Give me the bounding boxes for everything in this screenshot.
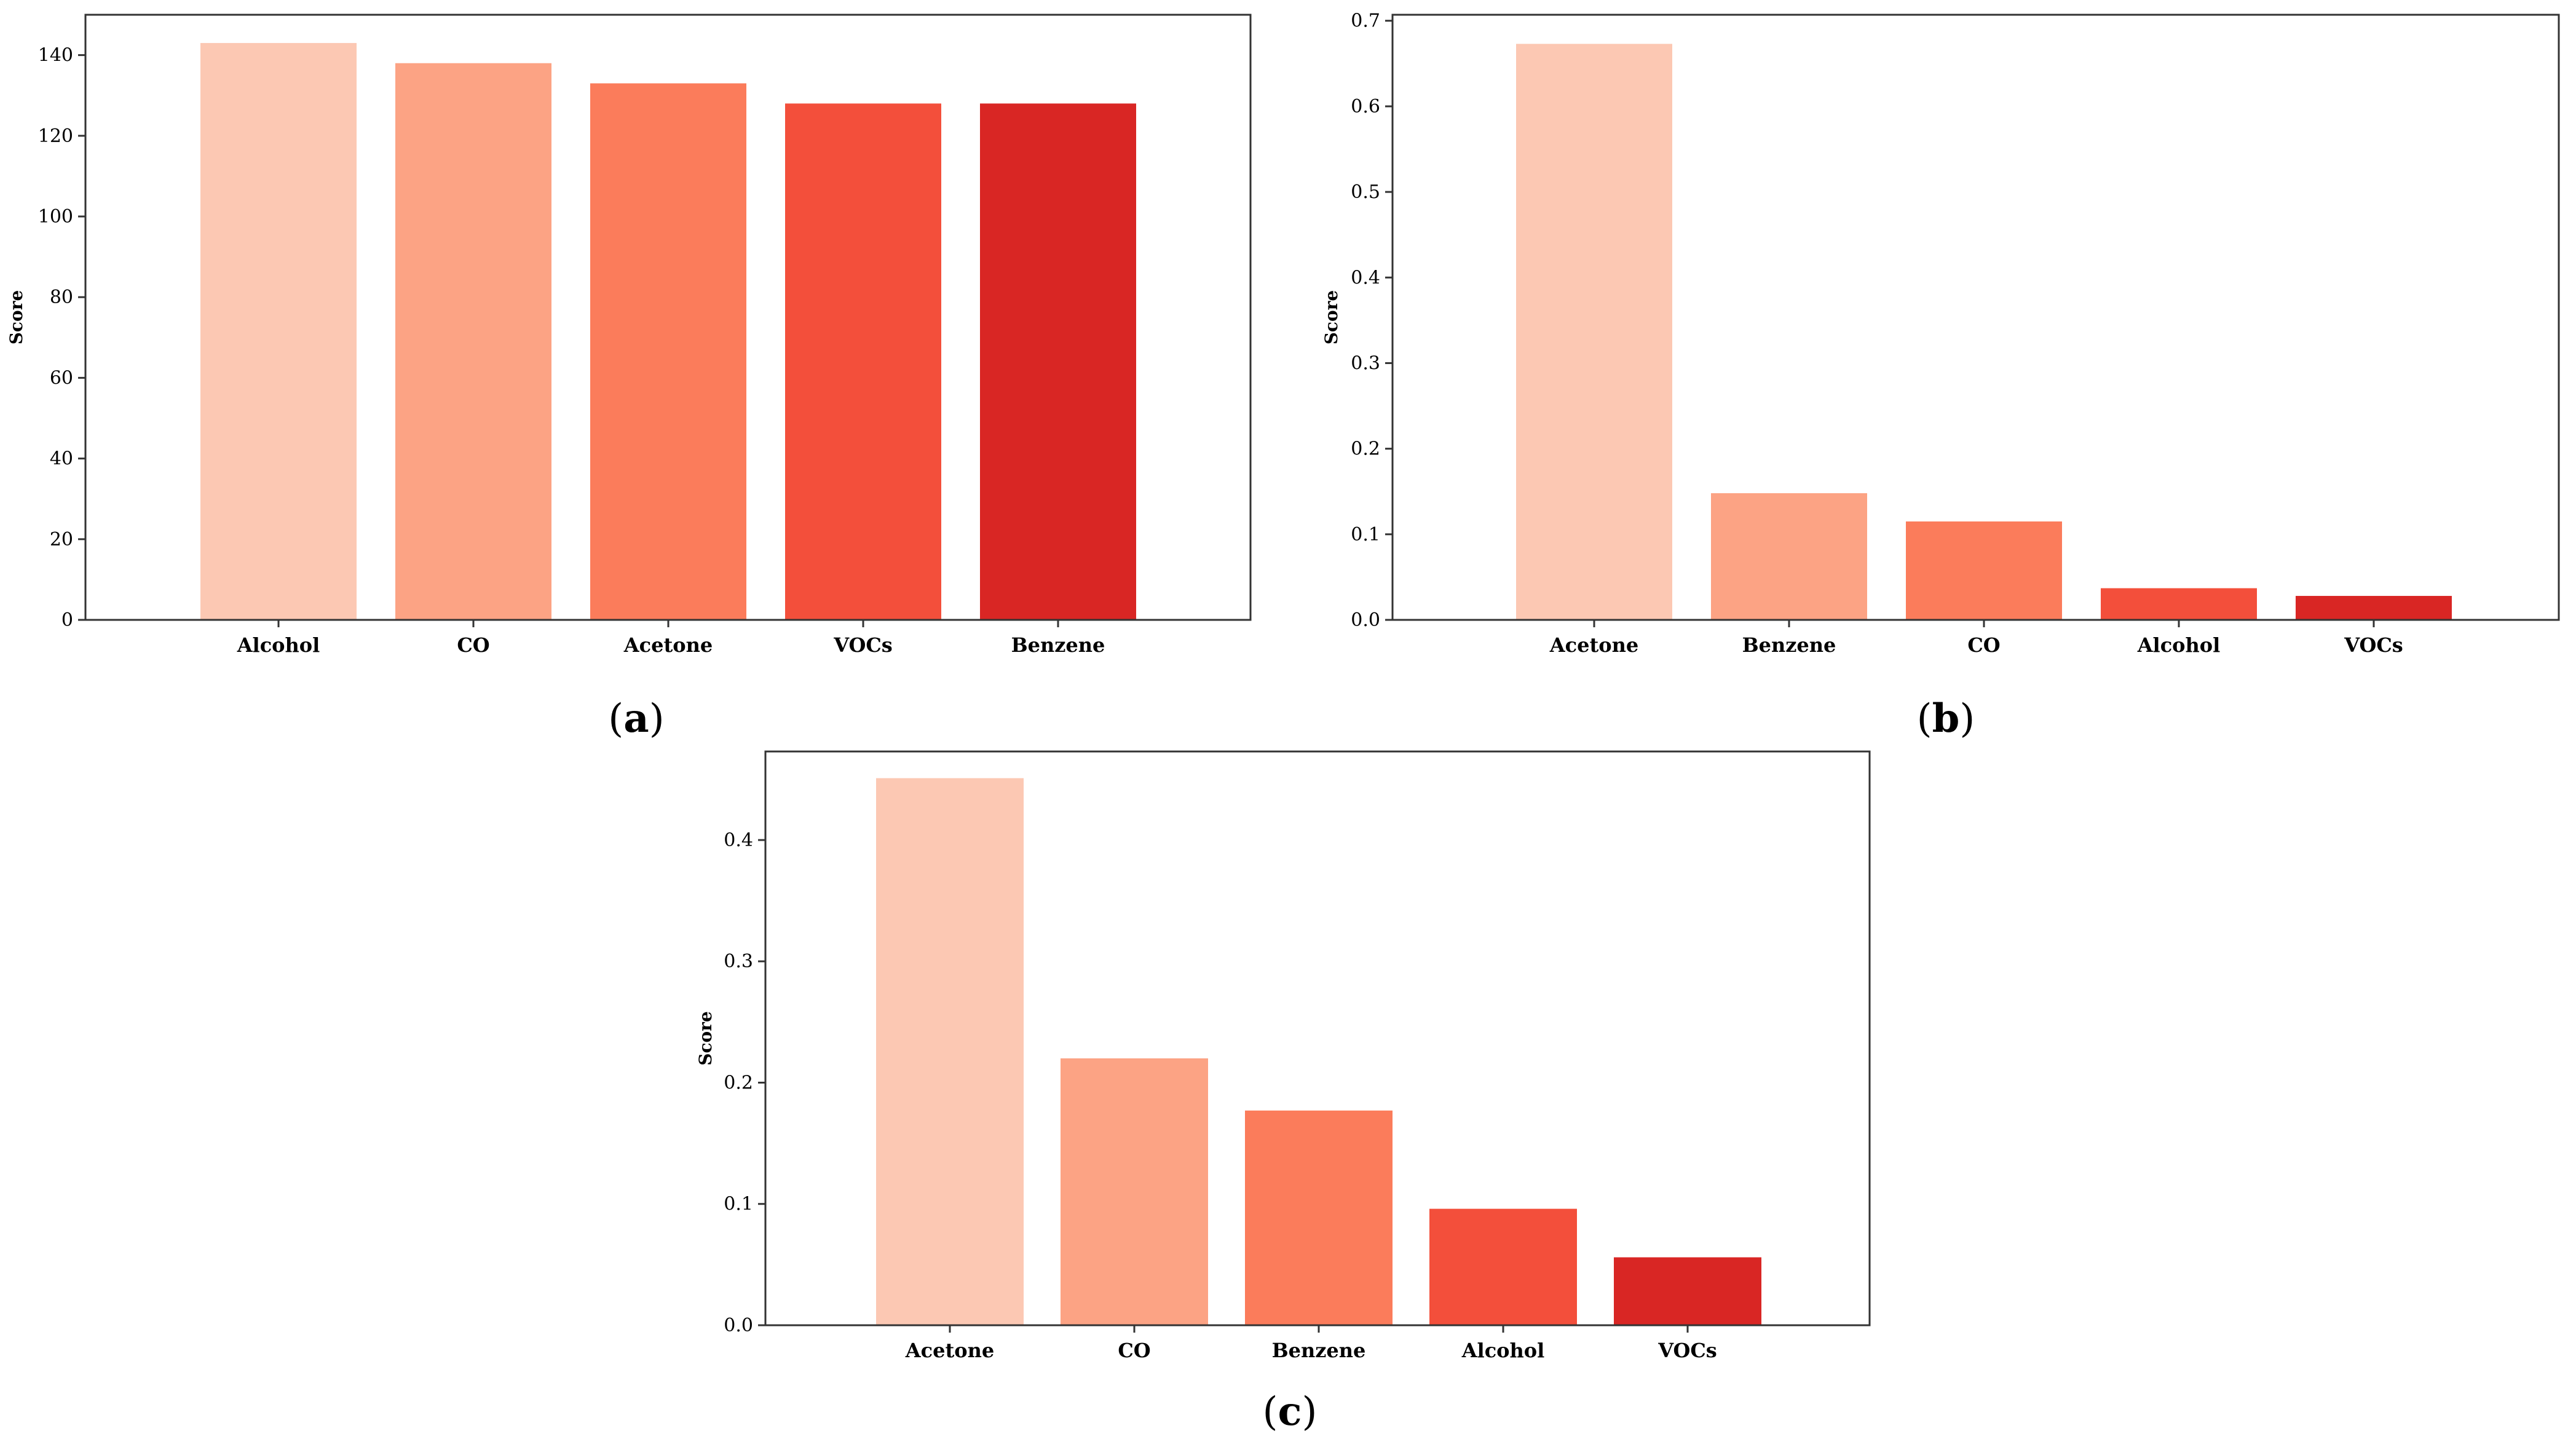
panel-b-y-tick-label: 0.0 [1351,609,1380,631]
panel-a-bar-benzene [980,103,1136,620]
panel-c-bar-vocs [1614,1257,1761,1325]
panel-b-y-tick-label: 0.2 [1351,438,1380,460]
panel-c-y-tick-label: 0.0 [724,1315,753,1336]
panel-a-bar-vocs [785,103,941,620]
panel-c-y-axis-title: Score [695,1011,716,1066]
panel-b-bar-benzene [1711,493,1867,620]
chart-panel-c: 0.0 0.1 0.2 0.3 0.4 Acetone CO Benzene Alcohol VO… [695,750,1871,1362]
panel-label-a-close: ) [649,696,665,742]
panel-a-bar-alcohol [200,42,357,620]
panel-c-bar-benzene [1245,1110,1393,1325]
chart-panel-a: 0 20 40 60 80 100 120 140 Alcohol CO Acetone VOCs Be… [6,14,1252,657]
panel-label-b: (b) [1917,696,1975,742]
panel-label-c-open: ( [1263,1389,1278,1435]
panel-b-y-tick-label: 0.3 [1351,352,1380,374]
panel-c-bar-co [1061,1058,1208,1325]
panel-c-x-tick-label: VOCs [1657,1339,1717,1362]
panel-a-y-tick-label: 60 [50,367,73,389]
panel-b-bar-acetone [1516,44,1672,620]
panel-a-y-axis-title: Score [6,290,26,345]
panel-b-x-tick-label: CO [1967,633,2000,657]
panel-label-c-letter: c [1278,1389,1302,1435]
panel-a-bar-acetone [590,83,746,620]
panel-b-y-tick-label: 0.5 [1351,181,1380,203]
panel-a-x-tick-label: Benzene [1011,633,1105,657]
panel-b-plot-frame [1391,14,2560,621]
panel-label-b-close: ) [1959,696,1975,742]
panel-a-y-tick-label: 40 [50,448,73,470]
panel-a-y-tick-label: 80 [50,287,73,308]
panel-b-y-tick-label: 0.4 [1351,267,1380,288]
panel-label-b-open: ( [1917,696,1932,742]
panel-b-bar-co [1906,521,2062,620]
panel-label-a: (a) [608,696,664,742]
panel-a-x-tick-label: CO [457,633,489,657]
panel-a-x-tick-label: VOCs [833,633,893,657]
panel-b-bar-alcohol [2101,588,2257,620]
panel-b-y-tick-label: 0.7 [1351,10,1380,32]
panel-label-c: (c) [1263,1389,1318,1435]
panel-c-y-tick-label: 0.3 [724,951,753,972]
panel-b-bar-vocs [2296,596,2452,620]
chart-panel-b: 0.0 0.1 0.2 0.3 0.4 0.5 0.6 0.7 Acetone Benzene CO… [1321,10,2560,657]
panel-c-y-tick-label: 0.4 [724,830,753,851]
panel-label-a-letter: a [623,696,649,742]
panel-b-x-tick-label: Alcohol [2137,633,2221,657]
panel-a-bar-co [395,63,551,620]
panel-b-y-axis-title: Score [1321,290,1341,345]
panel-label-b-letter: b [1932,696,1960,742]
panel-c-bar-alcohol [1429,1208,1577,1325]
panel-c-x-tick-label: Acetone [905,1339,994,1362]
panel-c-x-tick-label: Benzene [1272,1339,1366,1362]
panel-c-plot-frame [764,750,1871,1326]
panel-b-x-tick-label: Acetone [1549,633,1638,657]
panel-c-x-tick-label: Alcohol [1461,1339,1545,1362]
panel-b-x-tick-label: VOCs [2344,633,2403,657]
panel-a-y-tick-label: 100 [38,206,73,228]
panel-a-y-tick-label: 120 [38,125,73,147]
panel-a-y-tick-label: 0 [61,609,73,631]
panel-b-y-tick-label: 0.1 [1351,524,1380,545]
panel-label-a-open: ( [608,696,623,742]
panel-b-x-tick-label: Benzene [1742,633,1836,657]
panel-label-c-close: ) [1302,1389,1317,1435]
panel-b-y-tick-label: 0.6 [1351,96,1380,117]
panel-c-y-tick-label: 0.1 [724,1194,753,1215]
panel-c-x-tick-label: CO [1118,1339,1150,1362]
panel-a-y-tick-label: 20 [50,529,73,550]
panel-a-x-tick-label: Acetone [623,633,713,657]
panel-a-y-tick-label: 140 [38,45,73,66]
panel-a-x-tick-label: Alcohol [237,633,320,657]
panel-c-bar-acetone [876,778,1024,1325]
panel-c-y-tick-label: 0.2 [724,1072,753,1093]
